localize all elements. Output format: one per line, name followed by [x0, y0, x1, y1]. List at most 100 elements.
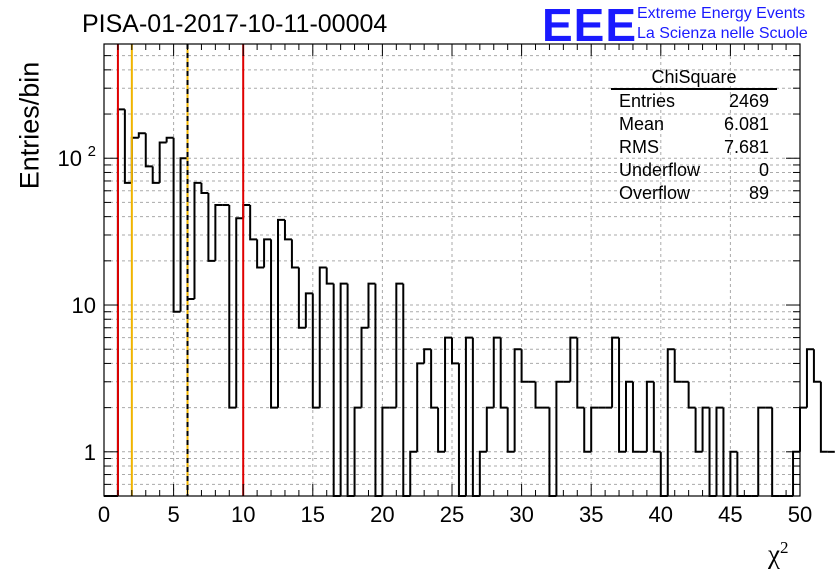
histogram-bin [374, 283, 383, 497]
histogram-bin [214, 204, 223, 261]
histogram-bin [402, 283, 411, 497]
histogram-bin [151, 166, 160, 184]
histogram-bin [318, 266, 327, 408]
stats-row: RMS 7.681 [611, 136, 777, 159]
histogram-bin [116, 108, 125, 496]
histogram-bin [249, 205, 258, 241]
histogram-bin [353, 406, 362, 496]
histogram-bin [569, 336, 578, 382]
histogram-bin [430, 349, 439, 409]
x-tick-label: 25 [440, 502, 464, 527]
y-tick-label-sup: 2 [88, 143, 96, 160]
histogram-bin [701, 406, 710, 452]
histogram-bin [277, 218, 285, 408]
histogram-bin [137, 132, 146, 138]
histogram-bin [694, 407, 703, 453]
x-axis-label-base: χ [768, 539, 780, 569]
y-axis-label: Entries/bin [14, 61, 45, 190]
chart-title: PISA-01-2017-10-11-00004 [82, 10, 388, 38]
stats-value: 6.081 [723, 114, 769, 134]
stats-row: Entries 2469 [611, 90, 777, 113]
histogram-bin [304, 292, 313, 328]
histogram-bin [235, 217, 244, 408]
histogram-bin [812, 349, 821, 383]
histogram-bin [652, 381, 661, 453]
histogram-bin [471, 337, 480, 497]
eee-logo-line1: Extreme Energy Events [637, 5, 806, 22]
y-tick-label: 10 [72, 293, 96, 318]
x-axis-label: χ2 [768, 538, 788, 570]
histogram-bin [513, 348, 522, 452]
eee-logo-mark: EEE [542, 0, 638, 51]
histogram-bin [506, 407, 515, 453]
histogram-bin [444, 336, 452, 452]
x-tick-label: 15 [301, 502, 325, 527]
histogram-bin [611, 336, 620, 408]
histogram-bin [590, 406, 599, 452]
x-tick-label: 40 [649, 502, 673, 527]
histogram-bin [311, 293, 320, 409]
histogram-bin [576, 337, 585, 409]
histogram-bin [144, 133, 153, 168]
histogram-bin [631, 381, 640, 453]
histogram-bin [130, 136, 139, 183]
histogram-bin [263, 238, 272, 268]
y-tick-label: 1 [84, 440, 96, 465]
stats-box: ChiSquare Entries 2469 Mean 6.081 RMS 7.681… [611, 66, 777, 205]
histogram-bin [179, 157, 188, 312]
histogram-bin [367, 282, 376, 328]
histogram-bin [666, 348, 675, 496]
histogram-bin [457, 363, 466, 497]
histogram-bin [290, 239, 299, 269]
histogram-bin [805, 348, 814, 408]
histogram-bin [193, 181, 202, 299]
histogram-bin [409, 450, 418, 496]
histogram-bin [673, 349, 682, 383]
histogram-bin [625, 380, 633, 452]
histogram-bin [451, 337, 459, 365]
histogram-bin [395, 282, 404, 408]
histogram-bin [283, 219, 292, 241]
histogram-bin [123, 109, 132, 184]
stats-label: Overflow [619, 183, 691, 203]
histogram-bin [583, 407, 592, 453]
x-tick-label: 5 [167, 502, 179, 527]
histogram-bin [325, 267, 334, 285]
histogram-bin [520, 349, 529, 383]
x-tick-label: 50 [788, 502, 812, 527]
histogram-bin [478, 450, 487, 496]
histogram-bin [381, 406, 390, 496]
histogram-bin [645, 380, 654, 452]
y-tick-label: 10 [58, 146, 82, 171]
stats-row: Overflow 89 [611, 182, 777, 205]
stats-label: Entries [619, 91, 676, 111]
x-tick-label: 35 [579, 502, 603, 527]
stats-value: 0 [758, 160, 769, 180]
histogram-bin [492, 336, 501, 408]
histogram-bin [555, 380, 564, 496]
x-tick-label: 10 [231, 502, 255, 527]
eee-logo-line2: La Scienza nelle Scuole [637, 25, 808, 42]
x-tick-label: 30 [509, 502, 533, 527]
histogram-bin [297, 267, 306, 329]
stats-label: RMS [619, 137, 659, 157]
histogram-bin [799, 406, 807, 452]
histogram-bin [346, 283, 355, 497]
histogram-bin [165, 136, 174, 143]
histogram-bin [819, 381, 828, 453]
histogram-bin [256, 239, 265, 269]
stats-label: Mean [619, 114, 665, 134]
histogram-bin [499, 337, 508, 409]
histogram-bin [207, 192, 216, 262]
histogram-bin [360, 326, 369, 408]
histogram-bin [172, 137, 181, 313]
stats-value: 7.681 [723, 137, 769, 157]
histogram-bin [270, 239, 278, 409]
histogram-bin [618, 337, 626, 453]
histogram-bin [464, 336, 473, 496]
stats-title: ChiSquare [611, 66, 777, 90]
x-tick-label: 0 [98, 502, 110, 527]
histogram-bin [715, 406, 724, 496]
histogram-bin [757, 406, 766, 496]
